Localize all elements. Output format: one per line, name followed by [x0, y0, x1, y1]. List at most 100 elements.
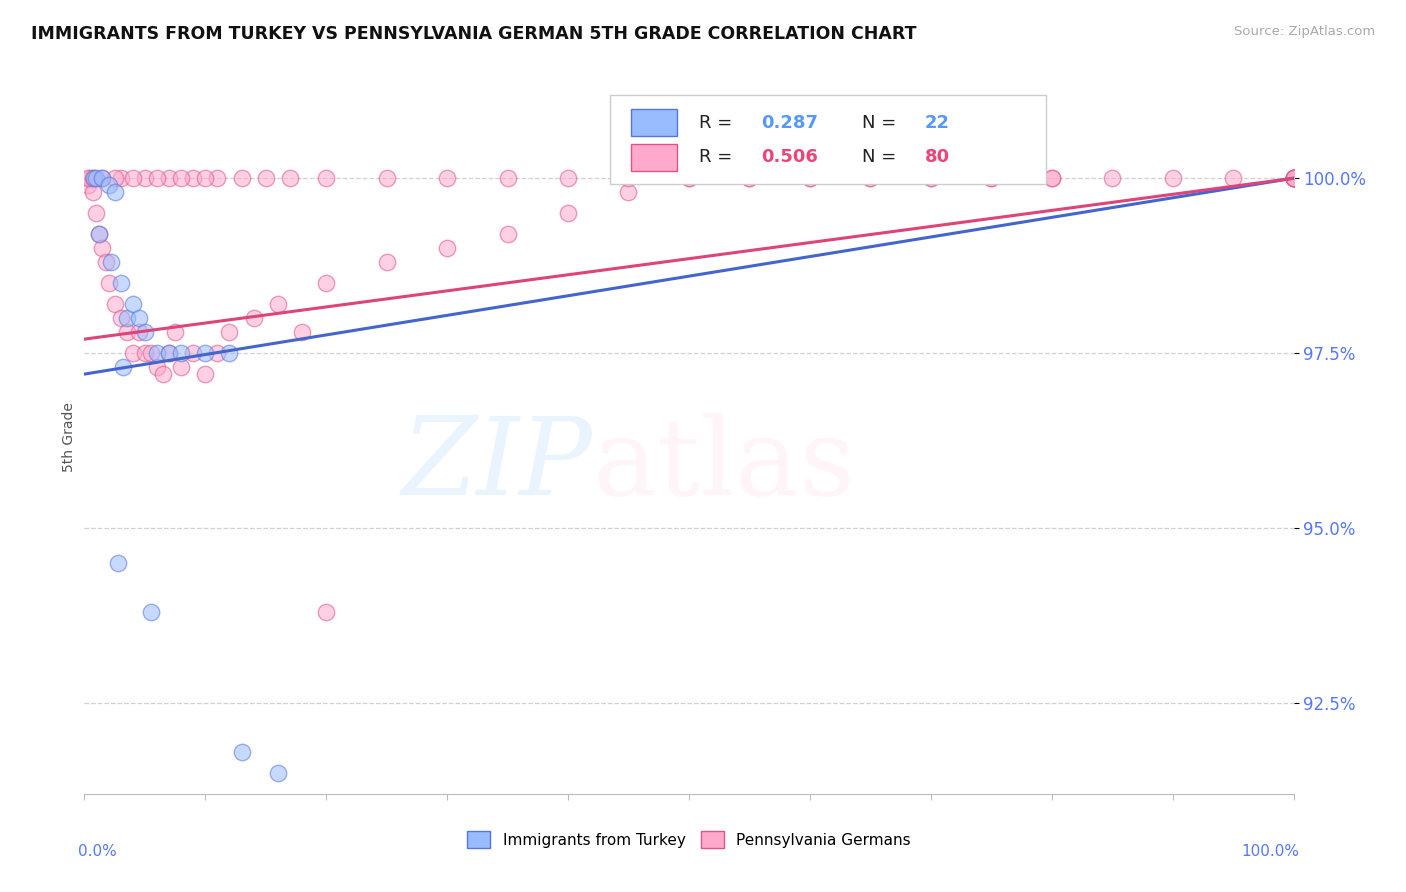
- Point: [86, 171, 108, 186]
- Point: [315, 171, 337, 186]
- Point: [97, 276, 120, 290]
- Point: [231, 171, 253, 186]
- Text: 80: 80: [925, 148, 950, 166]
- Point: [110, 311, 132, 326]
- Point: [1040, 171, 1063, 186]
- Point: [738, 171, 761, 186]
- Point: [267, 765, 290, 780]
- Point: [1282, 171, 1305, 186]
- Point: [82, 185, 104, 199]
- Point: [139, 346, 162, 360]
- Point: [278, 171, 301, 186]
- Point: [617, 171, 640, 186]
- Point: [146, 346, 169, 360]
- Text: R =: R =: [699, 114, 738, 132]
- Point: [134, 325, 156, 339]
- Point: [77, 171, 100, 186]
- Point: [980, 171, 1002, 186]
- Point: [91, 241, 114, 255]
- Point: [115, 311, 138, 326]
- Point: [146, 360, 169, 375]
- Point: [94, 255, 117, 269]
- Point: [83, 171, 105, 186]
- Point: [91, 171, 114, 186]
- Point: [980, 171, 1002, 186]
- Point: [1222, 171, 1244, 186]
- Point: [799, 171, 821, 186]
- Point: [134, 171, 156, 186]
- Point: [496, 171, 519, 186]
- Point: [207, 346, 229, 360]
- Text: ZIP: ZIP: [401, 413, 592, 518]
- Point: [107, 556, 129, 570]
- Point: [87, 227, 110, 242]
- Point: [1161, 171, 1184, 186]
- Point: [115, 325, 138, 339]
- Text: 100.0%: 100.0%: [1241, 844, 1299, 859]
- Point: [267, 297, 290, 311]
- Point: [1282, 171, 1305, 186]
- Point: [110, 276, 132, 290]
- Point: [100, 255, 122, 269]
- Text: IMMIGRANTS FROM TURKEY VS PENNSYLVANIA GERMAN 5TH GRADE CORRELATION CHART: IMMIGRANTS FROM TURKEY VS PENNSYLVANIA G…: [31, 25, 917, 43]
- Point: [557, 171, 579, 186]
- Text: N =: N =: [862, 114, 901, 132]
- Text: 22: 22: [925, 114, 949, 132]
- Point: [86, 206, 108, 220]
- Point: [242, 311, 264, 326]
- Point: [254, 171, 277, 186]
- Point: [1282, 171, 1305, 186]
- Point: [79, 171, 101, 186]
- Text: atlas: atlas: [592, 413, 855, 518]
- Point: [170, 171, 193, 186]
- Point: [218, 346, 240, 360]
- Point: [97, 178, 120, 193]
- Point: [207, 171, 229, 186]
- Point: [218, 325, 240, 339]
- Point: [557, 206, 579, 220]
- Point: [128, 325, 150, 339]
- Point: [1040, 171, 1063, 186]
- Point: [157, 171, 180, 186]
- Text: R =: R =: [699, 148, 738, 166]
- Point: [859, 171, 882, 186]
- Point: [152, 367, 174, 381]
- Point: [170, 346, 193, 360]
- Point: [194, 171, 217, 186]
- Point: [315, 605, 337, 619]
- Point: [112, 360, 135, 375]
- Point: [291, 325, 314, 339]
- Point: [77, 178, 100, 193]
- Point: [920, 171, 942, 186]
- Point: [1101, 171, 1123, 186]
- Point: [121, 171, 143, 186]
- Point: [436, 171, 458, 186]
- Point: [128, 311, 150, 326]
- Text: 0.0%: 0.0%: [79, 844, 117, 859]
- Point: [104, 185, 127, 199]
- Point: [82, 171, 104, 186]
- Point: [678, 171, 700, 186]
- Legend: Immigrants from Turkey, Pennsylvania Germans: Immigrants from Turkey, Pennsylvania Ger…: [461, 825, 917, 854]
- Point: [496, 227, 519, 242]
- Point: [678, 171, 700, 186]
- Point: [920, 171, 942, 186]
- Text: Source: ZipAtlas.com: Source: ZipAtlas.com: [1234, 25, 1375, 38]
- Point: [134, 346, 156, 360]
- Point: [146, 171, 169, 186]
- Point: [859, 171, 882, 186]
- Point: [181, 346, 204, 360]
- Point: [104, 297, 127, 311]
- Point: [1282, 171, 1305, 186]
- Point: [110, 171, 132, 186]
- Point: [170, 360, 193, 375]
- Point: [375, 171, 398, 186]
- Point: [1282, 171, 1305, 186]
- Point: [181, 171, 204, 186]
- Point: [436, 241, 458, 255]
- Point: [87, 227, 110, 242]
- Point: [738, 171, 761, 186]
- Point: [121, 297, 143, 311]
- Text: 0.287: 0.287: [762, 114, 818, 132]
- FancyBboxPatch shape: [610, 95, 1046, 184]
